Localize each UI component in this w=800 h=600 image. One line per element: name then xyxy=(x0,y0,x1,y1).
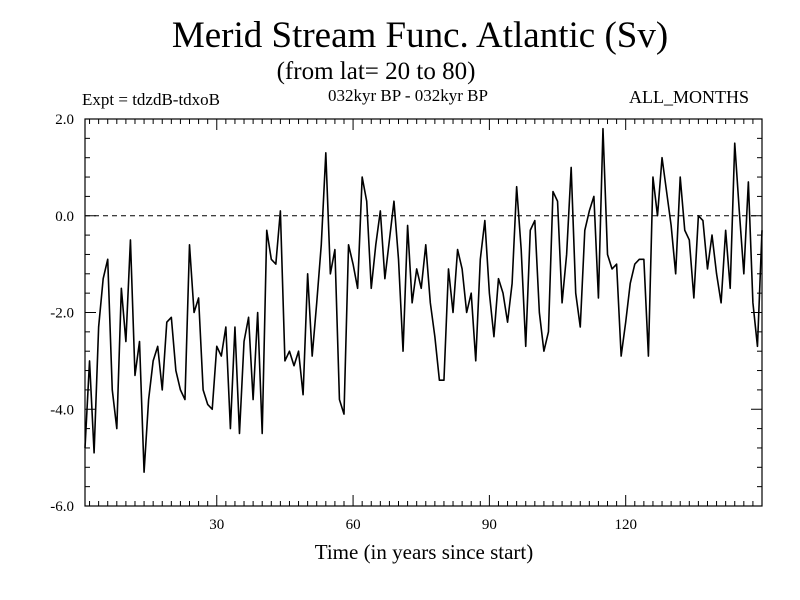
axis-ticks xyxy=(85,118,763,507)
experiment-annotation: Expt = tdzdB-tdxoB xyxy=(82,90,221,109)
axis-tick-labels: 30 60 90 120 -6.0 -4.0 -2.0 0.0 2.0 xyxy=(50,112,637,533)
series-line xyxy=(84,127,763,473)
chart-subtitle: (from lat= 20 to 80) xyxy=(276,58,476,85)
y-tick-label: 2.0 xyxy=(55,112,74,128)
y-tick-label: -4.0 xyxy=(50,402,74,418)
period-annotation: 032kyr BP - 032kyr BP xyxy=(328,86,488,105)
months-annotation: ALL_MONTHS xyxy=(629,87,749,107)
y-tick-label: -6.0 xyxy=(50,499,74,515)
y-tick-label: 0.0 xyxy=(55,209,74,225)
chart-title: Merid Stream Func. Atlantic (Sv) xyxy=(171,15,669,56)
x-tick-label: 90 xyxy=(482,517,497,533)
y-tick-label: -2.0 xyxy=(50,306,74,322)
x-tick-label: 60 xyxy=(346,517,361,533)
x-tick-label: 120 xyxy=(614,517,637,533)
x-axis-label: Time (in years since start) xyxy=(314,540,534,564)
x-tick-label: 30 xyxy=(209,517,224,533)
